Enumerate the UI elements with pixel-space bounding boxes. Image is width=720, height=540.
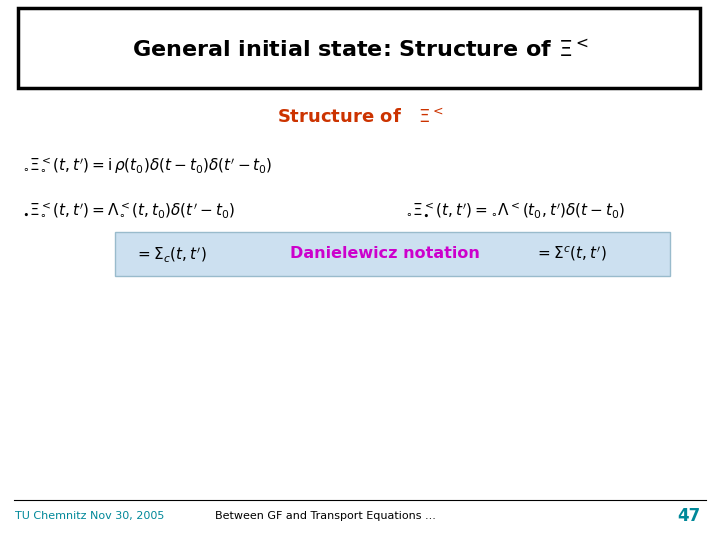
Text: Between GF and Transport Equations ...: Between GF and Transport Equations ... (215, 511, 436, 521)
Text: Structure of   $\Xi^<$: Structure of $\Xi^<$ (276, 109, 444, 127)
Text: General initial state: Structure of $\Xi^<$: General initial state: Structure of $\Xi… (132, 39, 588, 61)
Text: Danielewicz notation: Danielewicz notation (290, 246, 480, 261)
Bar (18, 8, 700, 88)
Bar (115, 232, 670, 276)
Text: 47: 47 (677, 507, 700, 525)
Text: $_{\circ}\Xi^<_{\bullet}(t,t') = {}_{\circ}\Lambda^<(t_0,t')\delta(t-t_0)$: $_{\circ}\Xi^<_{\bullet}(t,t') = {}_{\ci… (405, 201, 625, 219)
Text: $_{\bullet}\Xi^<_{\circ}(t,t') = \Lambda^<_{\circ}(t,t_0)\delta(t'-t_0)$: $_{\bullet}\Xi^<_{\circ}(t,t') = \Lambda… (22, 201, 235, 219)
Text: TU Chemnitz Nov 30, 2005: TU Chemnitz Nov 30, 2005 (15, 511, 164, 521)
Text: $= \Sigma^c(t,t')$: $= \Sigma^c(t,t')$ (535, 245, 607, 264)
Text: $= \Sigma_c(t,t')$: $= \Sigma_c(t,t')$ (135, 245, 207, 264)
Text: $_{\circ}\Xi^<_{\circ}(t,t') = \mathrm{i}\,\rho(t_0)\delta(t-t_0)\delta(t'-t_0)$: $_{\circ}\Xi^<_{\circ}(t,t') = \mathrm{i… (22, 156, 273, 174)
